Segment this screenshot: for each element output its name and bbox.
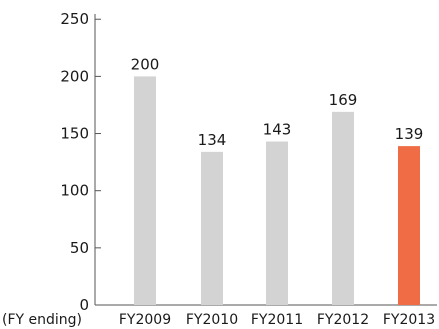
bar — [134, 76, 156, 305]
x-tick-label: FY2011 — [251, 312, 303, 328]
bar-value-label: 134 — [198, 131, 227, 149]
bar — [201, 151, 223, 305]
bars — [134, 76, 420, 305]
bar-value-label: 200 — [131, 55, 160, 73]
y-tick-label: 0 — [79, 296, 89, 314]
y-tick-label: 250 — [60, 10, 89, 28]
x-tick-label: FY2010 — [186, 312, 238, 328]
y-tick-label: 50 — [70, 239, 89, 257]
bar-value-label: 143 — [263, 121, 292, 139]
bar-value-label: 169 — [329, 91, 358, 109]
data-labels: 200 134 143 169 139 — [131, 55, 424, 148]
x-axis-label: (FY ending) — [2, 312, 82, 328]
y-axis: 0 50 100 150 200 250 — [60, 10, 101, 314]
x-tick-label: FY2012 — [317, 312, 369, 328]
y-tick-label: 200 — [60, 67, 89, 85]
y-tick-label: 150 — [60, 125, 89, 143]
bar-value-label: 139 — [395, 125, 424, 143]
x-tick-label: FY2013 — [383, 312, 435, 328]
y-tick-label: 100 — [60, 182, 89, 200]
x-axis: FY2009 FY2010 FY2011 FY2012 FY2013 — [95, 304, 437, 328]
x-tick-label: FY2009 — [119, 312, 171, 328]
bar — [398, 146, 420, 305]
bar — [266, 141, 288, 305]
bar — [332, 111, 354, 305]
